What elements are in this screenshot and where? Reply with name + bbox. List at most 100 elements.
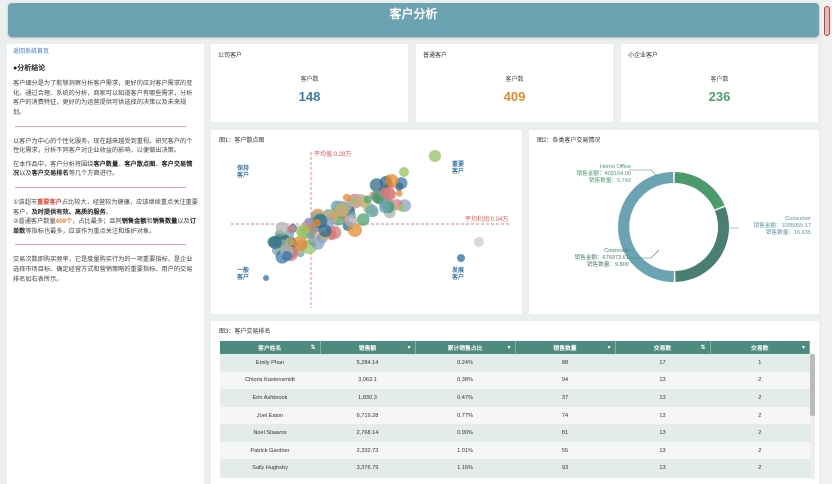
sort-icon: ⇅	[700, 345, 706, 351]
scatter-point	[395, 189, 403, 197]
kpi-label: 客户数	[300, 77, 319, 83]
scatter-point	[268, 235, 282, 249]
section-title: ●分析结论	[13, 64, 46, 72]
divider	[15, 125, 186, 127]
table-scrollbar-thumb[interactable]	[810, 354, 815, 416]
kpi-value: 409	[503, 89, 526, 104]
table-cell: 2	[710, 459, 810, 478]
table-cell: 13	[615, 424, 710, 443]
scatter-point	[385, 174, 399, 188]
corporate-leader	[629, 249, 660, 259]
table-cell: 94	[515, 371, 615, 390]
kpi-title: 公司客户	[218, 53, 243, 59]
table-cell: 37	[515, 389, 615, 408]
scatter-point	[263, 275, 269, 281]
kpi-card-regular: 普通客户 客户数 409	[416, 44, 613, 122]
table-row[interactable]: Sally Hughsby 3,376.79 1.16% 93 13 2	[220, 459, 810, 478]
table-cell: Noel Staavos	[220, 424, 320, 443]
table-cell: 0.90%	[415, 424, 515, 443]
legend-corporate: Corporate 销售金额：676973.61 销售数量：9,800	[574, 248, 629, 268]
kpi-card-small-business: 小企业客户 客户数 236	[621, 44, 818, 122]
quadrant-label-develop: 发展客户	[452, 268, 465, 281]
col-transactions[interactable]: 交易数 ⇅	[615, 341, 711, 354]
scatter-point	[307, 231, 315, 239]
ranking-table: 客户姓名 ⇅ 销售额 ▾ 累计销售占比 ▾ 销售数量 ▾ 交易数 ⇅ 交易数 ▾ Emily…	[220, 341, 810, 478]
col-customer-name[interactable]: 客户姓名 ⇅	[220, 341, 321, 354]
col-quantity[interactable]: 销售数量 ▾	[515, 341, 616, 354]
avg-y-label: 平均利润:0.04万	[465, 215, 508, 223]
donut-slice-home-office	[674, 172, 725, 210]
table-cell: 0.47%	[415, 389, 515, 408]
kpi-label: 客户数	[505, 77, 524, 83]
scatter-plot[interactable]: 平均值:0.28万 平均利润:0.04万	[211, 130, 522, 314]
table-cell: 1.01%	[415, 441, 515, 461]
scatter-point	[379, 202, 391, 214]
scatter-point	[363, 195, 372, 204]
filter-icon: ▾	[407, 345, 411, 351]
ranking-panel: 图3：客户交易排名 客户姓名 ⇅ 销售额 ▾ 累计销售占比 ▾ 销售数量 ▾ 交易数 ⇅ …	[211, 321, 819, 484]
page-scrollbar[interactable]	[822, 0, 832, 484]
kpi-value: 148	[298, 89, 321, 104]
table-row[interactable]: Erin Ashbrook 1,830.3 0.47% 37 13 2	[220, 389, 810, 408]
quadrant-label-general: 一般客户	[237, 268, 250, 281]
donut-title: 图2：各类客户交易情况	[537, 138, 601, 144]
donut-chart[interactable]	[529, 130, 819, 314]
filter-icon: ▾	[801, 345, 805, 351]
legend-consumer: Consumer 销售金额：1095955.17 销售数量：16,635	[753, 216, 811, 236]
kpi-value: 236	[708, 89, 731, 104]
scrollbar-thumb[interactable]	[824, 6, 830, 36]
table-row[interactable]: Emily Phan 5,284.14 0.24% 88 17 1	[220, 354, 810, 373]
filter-icon: ▾	[607, 345, 611, 351]
table-cell: 2	[710, 424, 810, 443]
table-cell: 6,719.28	[320, 406, 415, 425]
table-cell: Joel Eaton	[220, 406, 320, 425]
scatter-point	[275, 221, 289, 235]
quadrant-label-keep: 保持客户	[237, 166, 250, 179]
table-cell: 2	[710, 371, 810, 390]
table-row[interactable]: Noel Staavos 2,768.14 0.90% 81 13 2	[220, 424, 810, 443]
scatter-point	[292, 236, 308, 251]
table-cell: 3,376.79	[320, 459, 415, 478]
scatter-point	[304, 217, 312, 225]
point-one: ①该超市重要客户占比较大，经营较为健康，应该继续重点关注重要客户，及时提供有效、…	[13, 198, 198, 235]
scatter-point	[397, 203, 406, 212]
table-cell: 1.16%	[415, 459, 515, 478]
scatter-point	[287, 224, 296, 234]
scatter-point	[474, 237, 484, 247]
scatter-point	[285, 237, 294, 247]
back-home-link[interactable]: 返回系统首页	[13, 49, 50, 55]
kpi-title: 小企业客户	[628, 53, 659, 59]
col-cumulative-share[interactable]: 累计销售占比 ▾	[415, 341, 516, 354]
col-sales[interactable]: 销售额 ▾	[320, 341, 416, 354]
table-row[interactable]: Chloris Kastensmidt 3,063.1 0.38% 94 13 2	[220, 371, 810, 390]
scatter-panel: 图1：客户散点图 平均值:0.28万 平均利润:0.04万 保持客户 重要客户 …	[211, 130, 522, 314]
table-scrollbar[interactable]	[810, 354, 815, 479]
divider	[15, 186, 186, 188]
scatter-point	[312, 218, 321, 228]
focus-paragraph: 以客户为中心的个性化服务，现在越来越受到重视。研究客户的个性化需求，分析不同客户…	[13, 137, 193, 155]
conclusion-panel: 返回系统首页 ●分析结论 客户细分是为了能够洞察分析客户需求，更好的应对客户需求…	[7, 44, 204, 484]
scatter-point	[399, 167, 409, 177]
donut-panel: 图2：各类客户交易情况 Home Office 销售金额：409104.00 销售数…	[529, 130, 819, 314]
table-cell: 13	[615, 406, 710, 425]
table-cell: 2	[710, 389, 810, 408]
table-row[interactable]: Joel Eaton 6,719.28 0.77% 74 13 2	[220, 406, 810, 425]
table-cell: 3,063.1	[320, 371, 415, 390]
legend-home-office: Home Office 销售金额：409104.00 销售数量：5,742	[576, 164, 631, 184]
table-cell: 2,332.73	[320, 441, 415, 461]
scatter-point	[457, 254, 465, 262]
page-header: 客户分析	[8, 3, 819, 37]
divider	[15, 244, 186, 246]
scatter-point	[335, 202, 350, 217]
scatter-point	[365, 204, 379, 218]
avg-x-label: 平均值:0.28万	[314, 150, 351, 158]
table-cell: Chloris Kastensmidt	[220, 371, 320, 390]
scatter-point	[344, 214, 358, 227]
table-cell: 2	[710, 406, 810, 425]
table-cell: 5,284.14	[320, 354, 415, 373]
kpi-card-corporate: 公司客户 客户数 148	[211, 44, 408, 122]
table-row[interactable]: Patrick Gardner 2,332.73 1.01% 55 13 2	[220, 441, 810, 461]
table-cell: 81	[515, 424, 615, 443]
table-cell: 0.24%	[415, 354, 515, 373]
col-transactions-rank[interactable]: 交易数 ▾	[710, 341, 810, 354]
